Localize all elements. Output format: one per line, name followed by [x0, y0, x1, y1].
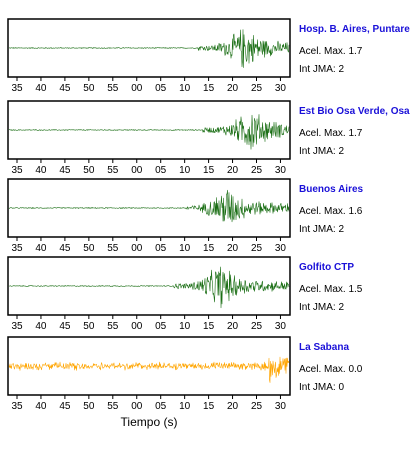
int-jma-label: Int JMA: 2	[299, 302, 345, 313]
waveform-trace	[8, 114, 290, 150]
x-tick-label: 20	[227, 243, 239, 254]
x-tick-label: 40	[35, 165, 47, 176]
waveform-trace	[9, 29, 290, 68]
x-tick-label: 35	[11, 243, 23, 254]
x-tick-label: 50	[83, 83, 95, 94]
x-tick-label: 35	[11, 165, 23, 176]
waveform-trace	[8, 356, 290, 383]
x-tick-label: 30	[275, 83, 287, 94]
x-tick-label: 20	[227, 83, 239, 94]
station-name: La Sabana	[299, 342, 350, 353]
x-tick-label: 35	[11, 321, 23, 332]
x-tick-label: 10	[179, 83, 191, 94]
x-tick-label: 25	[251, 401, 263, 412]
x-tick-label: 10	[179, 401, 191, 412]
x-tick-label: 50	[83, 165, 95, 176]
x-tick-label: 30	[275, 321, 287, 332]
x-tick-label: 15	[203, 243, 215, 254]
x-tick-label: 15	[203, 83, 215, 94]
x-tick-label: 55	[107, 83, 119, 94]
x-tick-label: 00	[131, 243, 143, 254]
int-jma-label: Int JMA: 0	[299, 382, 345, 393]
station-name: Est Bio Osa Verde, Osa	[299, 106, 410, 117]
x-tick-label: 10	[179, 321, 191, 332]
station-name: Hosp. B. Aires, Puntare	[299, 24, 410, 35]
x-tick-label: 40	[35, 243, 47, 254]
x-tick-label: 00	[131, 165, 143, 176]
station-name: Buenos Aires	[299, 184, 364, 195]
x-tick-label: 00	[131, 83, 143, 94]
x-tick-label: 45	[59, 165, 71, 176]
int-jma-label: Int JMA: 2	[299, 146, 345, 157]
x-tick-label: 25	[251, 321, 263, 332]
x-tick-label: 05	[155, 83, 167, 94]
x-tick-label: 20	[227, 165, 239, 176]
x-tick-label: 10	[179, 165, 191, 176]
acel-max-label: Acel. Max. 1.5	[299, 284, 363, 295]
acel-max-label: Acel. Max. 1.7	[299, 46, 363, 57]
x-tick-label: 50	[83, 401, 95, 412]
x-tick-label: 15	[203, 401, 215, 412]
x-axis-label: Tiempo (s)	[121, 415, 178, 429]
x-tick-label: 40	[35, 401, 47, 412]
x-tick-label: 30	[275, 401, 287, 412]
x-tick-label: 05	[155, 401, 167, 412]
acel-max-label: Acel. Max. 1.6	[299, 206, 363, 217]
waveform-trace	[8, 266, 290, 309]
panel-frame	[7, 18, 291, 78]
panel-frame	[7, 178, 291, 238]
x-tick-label: 45	[59, 321, 71, 332]
x-tick-label: 15	[203, 321, 215, 332]
x-tick-label: 20	[227, 401, 239, 412]
x-tick-label: 00	[131, 321, 143, 332]
x-tick-label: 35	[11, 83, 23, 94]
x-tick-label: 25	[251, 243, 263, 254]
x-tick-label: 25	[251, 83, 263, 94]
x-tick-label: 05	[155, 243, 167, 254]
x-tick-label: 55	[107, 243, 119, 254]
x-tick-label: 45	[59, 401, 71, 412]
x-tick-label: 15	[203, 165, 215, 176]
x-tick-label: 55	[107, 401, 119, 412]
x-tick-label: 05	[155, 165, 167, 176]
x-tick-label: 30	[275, 165, 287, 176]
x-tick-label: 35	[11, 401, 23, 412]
panel-frame	[7, 336, 291, 396]
x-tick-label: 30	[275, 243, 287, 254]
x-tick-label: 10	[179, 243, 191, 254]
x-tick-label: 25	[251, 165, 263, 176]
panel-frame	[7, 100, 291, 160]
station-name: Golfito CTP	[299, 262, 354, 273]
x-tick-label: 50	[83, 243, 95, 254]
int-jma-label: Int JMA: 2	[299, 64, 345, 75]
x-tick-label: 50	[83, 321, 95, 332]
x-tick-label: 45	[59, 243, 71, 254]
x-tick-label: 20	[227, 321, 239, 332]
int-jma-label: Int JMA: 2	[299, 224, 345, 235]
x-tick-label: 05	[155, 321, 167, 332]
panel-frame	[7, 256, 291, 316]
waveform-trace	[8, 189, 290, 223]
x-tick-label: 00	[131, 401, 143, 412]
x-tick-label: 55	[107, 165, 119, 176]
x-tick-label: 55	[107, 321, 119, 332]
acel-max-label: Acel. Max. 0.0	[299, 364, 363, 375]
x-tick-label: 40	[35, 321, 47, 332]
x-tick-label: 40	[35, 83, 47, 94]
x-tick-label: 45	[59, 83, 71, 94]
acel-max-label: Acel. Max. 1.7	[299, 128, 363, 139]
